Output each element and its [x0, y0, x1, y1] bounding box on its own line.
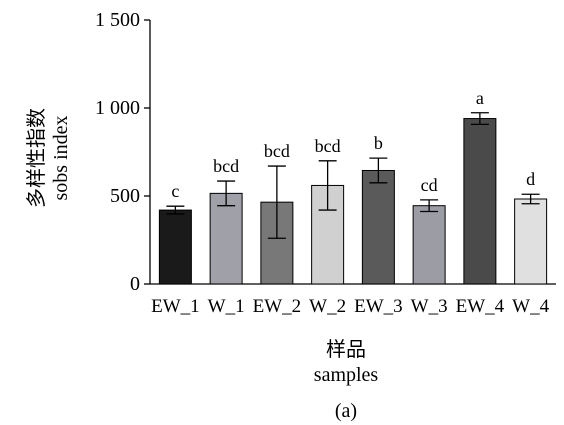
- significance-label: b: [374, 133, 383, 153]
- x-tick-label: EW_1: [151, 296, 200, 317]
- significance-label: d: [526, 169, 535, 189]
- significance-label: a: [476, 88, 484, 108]
- y-tick-label: 1 500: [95, 9, 140, 31]
- x-tick-label: W_2: [309, 296, 346, 317]
- significance-label: cd: [421, 175, 438, 195]
- bar: [209, 192, 243, 285]
- y-tick-label: 0: [130, 273, 140, 295]
- x-axis-label-en: samples: [314, 364, 379, 386]
- x-tick-labels: EW_1 W_1 EW_2 W_2 EW_3 W_3 EW_4 W_4: [151, 296, 549, 317]
- significance-label: bcd: [213, 156, 239, 176]
- bar: [463, 118, 497, 285]
- x-tick-label: EW_3: [354, 296, 403, 317]
- bar: [158, 209, 192, 285]
- x-tick-label: EW_4: [456, 296, 505, 317]
- bar: [361, 169, 395, 285]
- x-tick-label: EW_2: [253, 296, 302, 317]
- x-tick-label: W_4: [512, 296, 549, 317]
- y-tick-label: 1 000: [95, 97, 140, 119]
- y-tick-labels: 0 500 1 000 1 500: [95, 9, 140, 295]
- x-tick-label: W_1: [208, 296, 245, 317]
- bar: [514, 198, 548, 285]
- significance-label: bcd: [264, 141, 290, 161]
- panel-label: (a): [335, 400, 357, 422]
- bar: [412, 205, 446, 285]
- significance-label: c: [171, 181, 179, 201]
- y-axis-label-cn: 多样性指数: [25, 108, 48, 208]
- significance-label: bcd: [315, 136, 341, 156]
- y-tick-label: 500: [110, 185, 140, 207]
- x-tick-label: W_3: [411, 296, 448, 317]
- x-axis-label-cn: 样品: [326, 338, 366, 361]
- y-axis-label-en: sobs index: [50, 116, 72, 201]
